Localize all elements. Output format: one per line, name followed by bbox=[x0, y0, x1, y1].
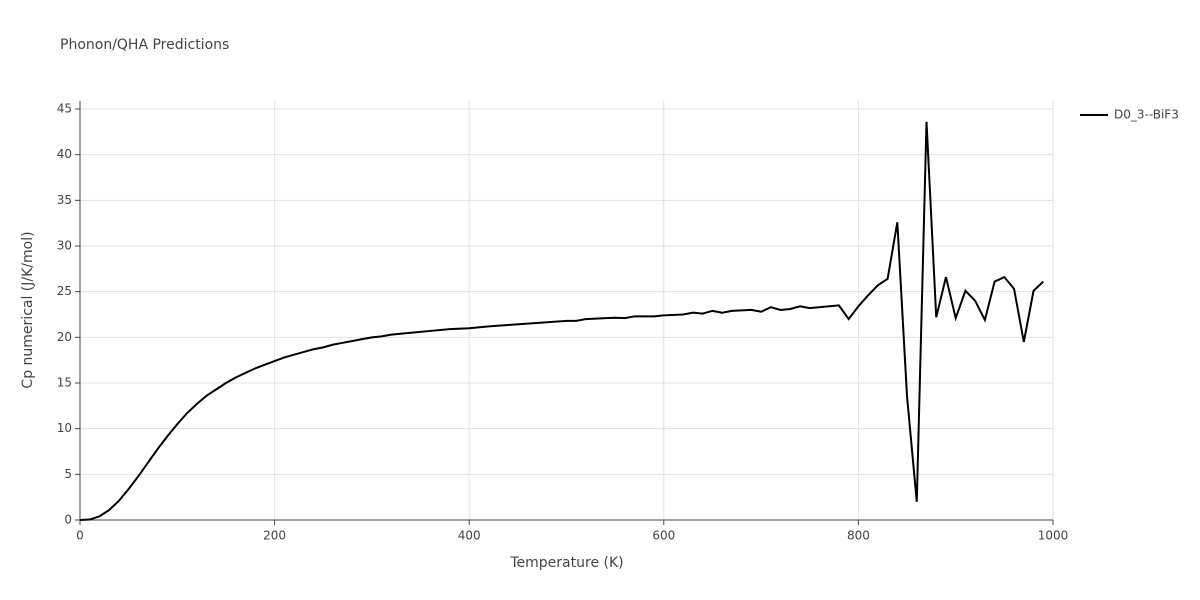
x-tick-label: 0 bbox=[76, 529, 84, 543]
x-axis-title: Temperature (K) bbox=[509, 555, 623, 571]
y-tick-label: 10 bbox=[57, 421, 72, 435]
x-tick-label: 800 bbox=[847, 529, 870, 543]
chart-title: Phonon/QHA Predictions bbox=[60, 37, 229, 53]
y-tick-label: 35 bbox=[57, 193, 72, 207]
y-tick-label: 15 bbox=[57, 376, 72, 390]
y-tick-label: 45 bbox=[57, 102, 72, 116]
x-tick-label: 1000 bbox=[1038, 529, 1069, 543]
y-tick-label: 5 bbox=[64, 467, 72, 481]
x-tick-label: 200 bbox=[263, 529, 286, 543]
x-tick-label: 600 bbox=[652, 529, 675, 543]
data-line bbox=[79, 121, 1044, 521]
x-tick-label: 400 bbox=[458, 529, 481, 543]
y-tick-label: 20 bbox=[57, 330, 72, 344]
y-tick-label: 40 bbox=[57, 147, 72, 161]
y-tick-label: 30 bbox=[57, 239, 72, 253]
y-axis-title: Cp numerical (J/K/mol) bbox=[20, 231, 36, 388]
y-tick-label: 25 bbox=[57, 284, 72, 298]
legend-label: D0_3--BiF3 bbox=[1114, 108, 1179, 122]
y-tick-label: 0 bbox=[64, 513, 72, 527]
